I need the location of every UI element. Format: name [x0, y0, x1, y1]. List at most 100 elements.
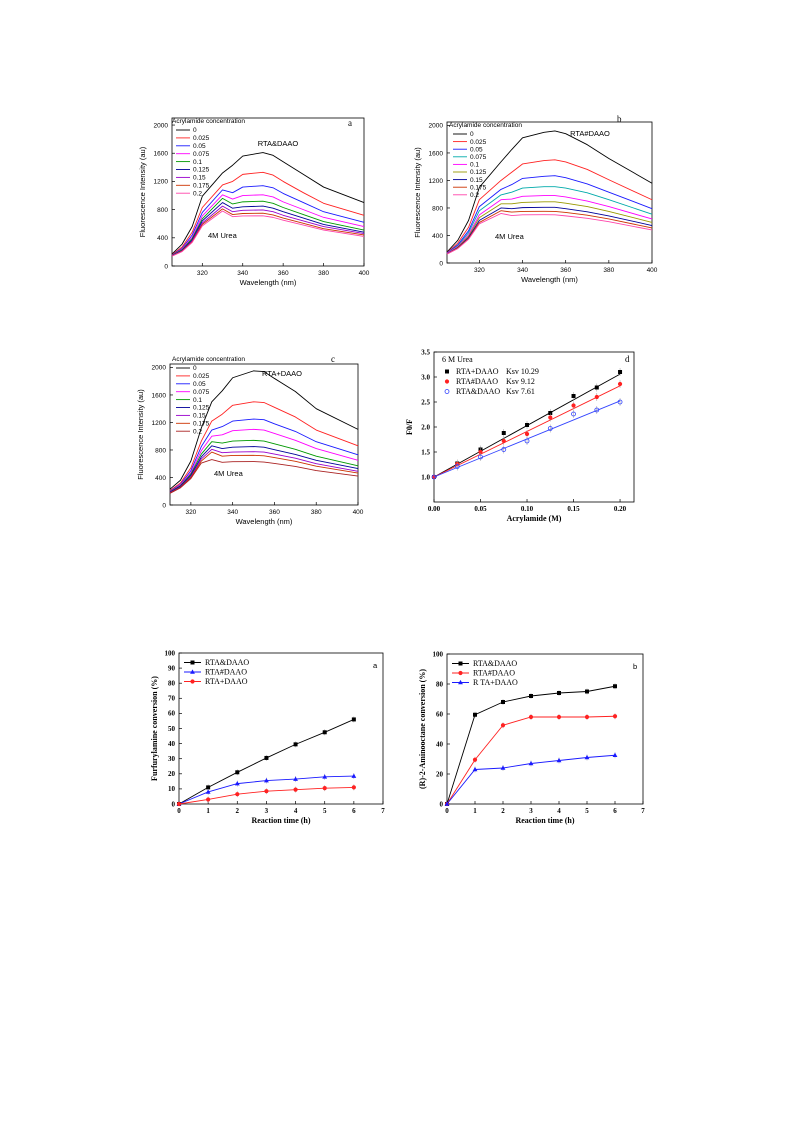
urea-note: 4M Urea	[495, 232, 525, 241]
data-point-triangle	[293, 776, 298, 781]
legend-label: RTA&DAAO	[456, 387, 500, 396]
sample-annotation: RTA&DAAO	[258, 139, 299, 148]
y-tick-label: 1600	[152, 392, 167, 399]
series-line-0	[171, 152, 365, 255]
y-tick-label: 800	[432, 205, 443, 212]
y-tick-label: 0	[162, 502, 166, 509]
series-line-0.1	[446, 195, 653, 254]
legend-label: 0.175	[193, 183, 210, 190]
legend-label: RTA&DAAO	[205, 658, 249, 667]
legend-label: 0	[193, 365, 197, 372]
x-tick-label: 340	[227, 509, 238, 516]
data-point-circle	[500, 723, 506, 728]
y-tick-label: 2.5	[421, 398, 430, 406]
legend-title: Acrylamide concentration	[172, 356, 245, 363]
legend-label: 0.025	[193, 135, 210, 142]
legend-label: 0.05	[470, 146, 483, 153]
data-point-triangle	[351, 773, 357, 778]
x-tick-label: 320	[185, 509, 196, 516]
y-tick-label: 60	[436, 710, 444, 718]
legend-label: RTA#DAAO	[205, 668, 247, 677]
x-axis-label: Reaction time (h)	[251, 816, 310, 825]
y-tick-label: 100	[165, 649, 176, 657]
y-axis-label: Fluorescence Intensity (au)	[136, 389, 145, 480]
x-tick-label: 400	[359, 270, 370, 277]
legend-ksv: Ksv 9.12	[506, 377, 535, 386]
legend-label: 0.175	[193, 421, 210, 428]
data-point-circle	[612, 714, 618, 719]
series-line-0.125	[169, 445, 359, 493]
legend-label: 0.175	[470, 184, 487, 191]
urea-note: 4M Urea	[214, 469, 244, 478]
sample-annotation: RTA+DAAO	[262, 369, 302, 378]
legend-label: RTA#DAAO	[473, 669, 515, 678]
legend-label: 0.025	[470, 139, 487, 146]
series-line-0.1	[171, 197, 365, 256]
data-point-open-circle	[454, 464, 460, 469]
series-line-0.025	[169, 401, 359, 491]
data-point-square	[525, 423, 530, 427]
data-point-triangle	[264, 777, 269, 783]
data-point-circle	[571, 403, 576, 408]
data-point-triangle	[190, 669, 195, 674]
data-point-open-circle	[501, 447, 507, 452]
series-line-0.05	[446, 175, 653, 254]
panel-letter: c	[331, 354, 335, 364]
y-axis-label: (R)-2-Aminooctane conversion (%)	[418, 669, 427, 789]
series-line-0.025	[446, 159, 653, 254]
data-point-open-circle	[524, 438, 530, 444]
y-tick-label: 50	[168, 725, 176, 733]
series-line-0.15	[171, 205, 365, 257]
y-tick-label: 800	[155, 447, 166, 454]
x-axis-label: Reaction time (h)	[515, 816, 574, 825]
legend-label: RTA&DAAO	[473, 659, 517, 668]
y-tick-label: 1.0	[421, 473, 430, 481]
data-point-open-circle	[547, 426, 553, 431]
data-point-circle	[235, 792, 240, 797]
series-line-0.075	[169, 428, 359, 492]
legend-label: 0.15	[193, 413, 206, 420]
legend-label: 0.025	[193, 373, 210, 380]
y-tick-label: 90	[168, 664, 176, 672]
sample-annotation: RTA#DAAO	[570, 129, 610, 138]
data-point-triangle	[556, 757, 562, 763]
y-tick-label: 3.0	[421, 373, 430, 381]
data-point-triangle	[205, 789, 211, 794]
data-point-square	[585, 689, 589, 694]
data-point-circle	[176, 801, 182, 807]
y-axis-label: Fluorescence Intensity (au)	[413, 147, 422, 238]
x-tick-label: 0	[177, 807, 181, 815]
x-tick-label: 0	[445, 807, 449, 815]
y-tick-label: 0	[164, 263, 168, 270]
x-tick-label: 400	[647, 267, 658, 274]
data-point-circle	[524, 431, 530, 437]
y-tick-label: 1200	[152, 420, 167, 427]
y-tick-label: 1200	[154, 179, 169, 186]
legend-label: RTA#DAAO	[456, 377, 498, 386]
x-tick-label: 1	[206, 807, 210, 815]
x-tick-label: 4	[294, 807, 298, 815]
data-point-square	[618, 370, 623, 374]
y-tick-label: 800	[157, 207, 168, 214]
x-tick-label: 380	[318, 270, 329, 277]
data-point-circle	[584, 714, 590, 720]
panel-letter: a	[348, 118, 352, 128]
x-tick-label: 340	[237, 270, 248, 277]
series-line-0.15	[446, 206, 653, 255]
data-point-circle	[594, 394, 599, 400]
series-line-0.075	[171, 194, 365, 256]
data-point-square	[571, 394, 576, 398]
x-tick-label: 380	[311, 509, 322, 516]
data-point-square	[206, 785, 211, 790]
series-line-0.1	[169, 439, 359, 493]
series-line-0.075	[446, 186, 653, 254]
y-tick-label: 1200	[429, 178, 444, 185]
legend-label: RTA+DAAO	[456, 367, 499, 376]
x-tick-label: 5	[323, 807, 327, 815]
x-tick-label: 360	[278, 270, 289, 277]
data-point-circle	[478, 449, 483, 455]
legend-ksv: Ksv 7.61	[506, 387, 535, 396]
y-tick-label: 2000	[429, 123, 444, 130]
y-tick-label: 20	[436, 770, 444, 778]
